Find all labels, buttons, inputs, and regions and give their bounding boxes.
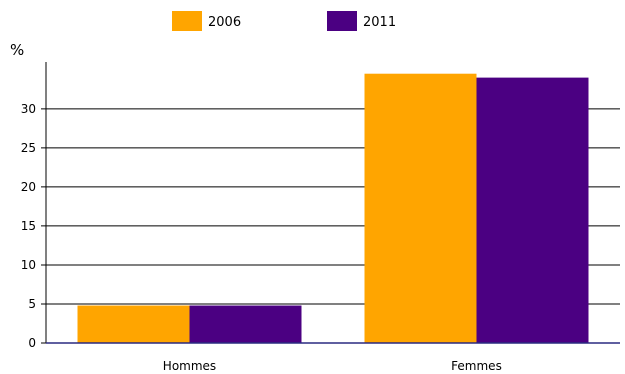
bar-hommes-2006: [77, 305, 190, 343]
y-tick-label: 10: [21, 258, 36, 272]
bar-femmes-2006: [364, 73, 477, 343]
y-tick-label: 15: [21, 219, 36, 233]
y-axis-ticks: 0 5 10 15 20 25 30: [21, 102, 36, 350]
legend-label-2006: 2006: [208, 15, 241, 30]
bar-hommes-2011: [189, 305, 302, 343]
y-tick-label: 0: [28, 336, 36, 350]
y-tick-label: 5: [28, 297, 36, 311]
y-tick-label: 20: [21, 180, 36, 194]
legend-swatch-2011: [327, 11, 357, 31]
x-category-label: Hommes: [163, 359, 216, 373]
legend-swatch-2006: [172, 11, 202, 31]
y-axis-unit-label: %: [10, 41, 24, 59]
bars: [77, 73, 589, 343]
gridlines: [41, 108, 620, 344]
legend-label-2011: 2011: [363, 15, 396, 30]
x-axis-labels: Hommes Femmes: [163, 359, 502, 373]
y-tick-label: 30: [21, 102, 36, 116]
legend: 2006 2011: [172, 11, 396, 31]
bar-femmes-2011: [476, 77, 589, 343]
y-tick-label: 25: [21, 141, 36, 155]
x-category-label: Femmes: [451, 359, 502, 373]
